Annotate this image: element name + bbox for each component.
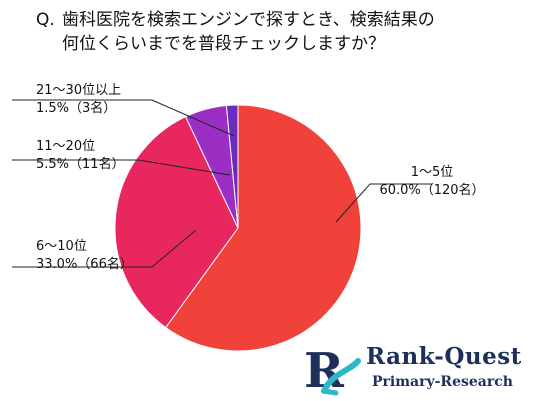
rank-quest-mark-icon: R [304,343,361,399]
logo-brand-text: Rank-Quest [366,343,522,370]
slice-label-4: 21～30位以上 [36,83,121,98]
leader-line-3 [12,159,231,176]
logo-sub-text: Primary-Research [372,374,513,390]
slice-value-4: 1.5%（3名） [36,100,116,116]
slice-value-2: 33.0%（66名） [36,256,133,272]
slice-label-3: 11～20位 [36,139,95,154]
leader-line-4 [12,99,235,137]
leader-line-2 [12,229,197,268]
question-line-1: Q. 歯科医院を検索エンジンで探すとき、検索結果の [36,10,435,30]
pie-slice-1 [165,104,362,352]
slice-label-2: 6～10位 [36,239,87,254]
question-title: Q. 歯科医院を検索エンジンで探すとき、検索結果の 何位くらいまでを普段チェックし… [36,8,506,56]
slice-value-3: 5.5%（11名） [36,156,125,172]
pie-slice-4 [225,104,239,229]
pie-slice-2 [114,116,239,329]
question-line-2: 何位くらいまでを普段チェックしますか？ [62,34,385,54]
slice-value-1: 60.0%（120名） [379,182,484,198]
leader-line-1 [335,183,432,223]
slice-label-1: 1～5位 [411,165,454,180]
rank-quest-logo: R Rank-Quest Primary-Research [302,343,532,399]
question-prefix: Q. [36,10,55,30]
